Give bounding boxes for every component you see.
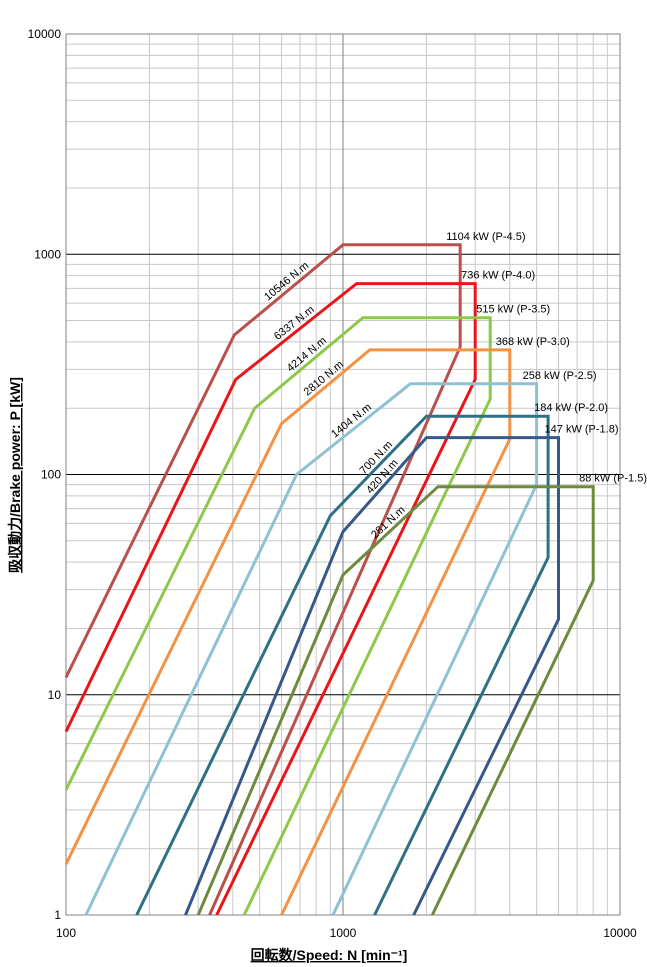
- power-label: 88 kW (P-1.5): [579, 473, 647, 485]
- series-lines: [64, 243, 595, 916]
- x-tick-label: 1000: [330, 926, 357, 940]
- power-label: 368 kW (P-3.0): [496, 336, 570, 348]
- power-label: 1104 kW (P-4.5): [446, 231, 525, 243]
- series-line: [84, 382, 539, 916]
- y-tick-label: 1: [54, 908, 61, 922]
- plot-area-frame: [65, 33, 621, 916]
- y-tick-label: 100: [41, 468, 61, 482]
- x-axis-title: 回転数/Speed: N [min⁻¹]: [251, 947, 408, 963]
- y-tick-label: 1000: [34, 247, 61, 261]
- power-label: 184 kW (P-2.0): [534, 402, 608, 414]
- x-axis-tick-labels: 100 1000 10000: [56, 926, 637, 940]
- series-line: [64, 348, 512, 916]
- y-tick-label: 10: [48, 688, 62, 702]
- power-label: 736 kW (P-4.0): [461, 270, 535, 282]
- series-line: [64, 282, 477, 916]
- power-label: 515 kW (P-3.5): [476, 304, 550, 316]
- power-label: 258 kW (P-2.5): [523, 370, 597, 382]
- series-line: [135, 414, 550, 916]
- series-line: [64, 243, 462, 916]
- series-line: [184, 436, 560, 916]
- y-tick-label: 10000: [28, 27, 62, 41]
- power-label: 147 kW (P-1.8): [545, 424, 619, 436]
- y-axis-title: 吸収動力/Brake power: P [kW]: [7, 377, 23, 573]
- x-tick-label: 10000: [603, 926, 637, 940]
- x-tick-label: 100: [56, 926, 76, 940]
- series-line: [64, 316, 492, 916]
- series-line: [196, 485, 595, 916]
- y-axis-tick-labels: 1 10 100 1000 10000: [28, 27, 62, 922]
